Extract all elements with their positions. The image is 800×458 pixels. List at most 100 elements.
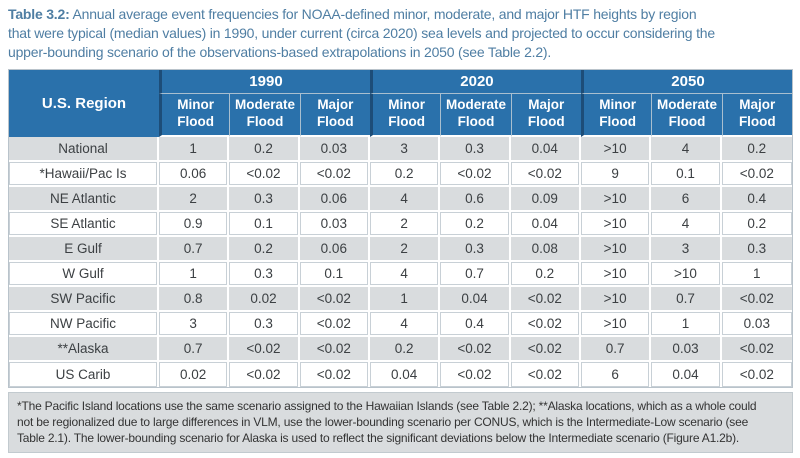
value-cell: 2 [369, 236, 441, 262]
value-cell: <0.02 [440, 336, 511, 362]
value-cell: >10 [580, 136, 652, 162]
col-header-1990-moderate: Moderate Flood [229, 93, 300, 137]
value-cell: >10 [580, 286, 652, 312]
value-cell: 0.09 [510, 186, 581, 212]
value-cell: 0.7 [159, 236, 230, 262]
region-cell: E Gulf [9, 236, 159, 262]
value-cell: <0.02 [510, 161, 581, 187]
value-cell: 1 [159, 136, 230, 162]
region-cell: *Hawaii/Pac Is [9, 161, 159, 187]
value-cell: 0.03 [299, 136, 370, 162]
value-cell: 0.04 [369, 361, 441, 387]
value-cell: 0.7 [580, 336, 652, 362]
value-cell: 0.7 [159, 336, 230, 362]
value-cell: >10 [580, 186, 652, 212]
value-cell: 0.2 [510, 261, 581, 287]
table-header: U.S. Region 1990 2020 2050 Minor Flood M… [9, 69, 792, 137]
value-cell: 1 [651, 311, 722, 337]
region-cell: SW Pacific [9, 286, 159, 312]
value-cell: <0.02 [721, 336, 792, 362]
value-cell: 0.03 [299, 211, 370, 237]
value-cell: 0.2 [721, 136, 792, 162]
value-cell: <0.02 [440, 361, 511, 387]
value-cell: 0.04 [440, 286, 511, 312]
value-cell: 2 [369, 211, 441, 237]
value-cell: 4 [369, 186, 441, 212]
value-cell: 0.06 [299, 236, 370, 262]
value-cell: 9 [580, 161, 652, 187]
value-cell: 3 [651, 236, 722, 262]
value-cell: 0.6 [440, 186, 511, 212]
value-cell: 4 [369, 311, 441, 337]
value-cell: <0.02 [299, 311, 370, 337]
value-cell: 0.1 [229, 211, 300, 237]
value-cell: 0.3 [229, 186, 300, 212]
value-cell: 0.8 [159, 286, 230, 312]
region-cell: NW Pacific [9, 311, 159, 337]
value-cell: 0.9 [159, 211, 230, 237]
value-cell: <0.02 [721, 361, 792, 387]
value-cell: 0.04 [510, 211, 581, 237]
value-cell: <0.02 [440, 161, 511, 187]
table-row: W Gulf 1 0.3 0.1 4 0.7 0.2 >10 >10 1 [9, 261, 792, 287]
table-row: *Hawaii/Pac Is 0.06 <0.02 <0.02 0.2 <0.0… [9, 161, 792, 187]
year-group-2020: 2020 [369, 69, 581, 94]
value-cell: 0.4 [721, 186, 792, 212]
value-cell: 0.1 [651, 161, 722, 187]
region-cell: National [9, 136, 159, 162]
table-row: NE Atlantic 2 0.3 0.06 4 0.6 0.09 >10 6 … [9, 186, 792, 212]
year-header-row: U.S. Region 1990 2020 2050 [9, 69, 792, 137]
value-cell: 2 [159, 186, 230, 212]
table-caption-label: Table 3.2: [8, 6, 70, 22]
value-cell: <0.02 [229, 161, 300, 187]
value-cell: 6 [651, 186, 722, 212]
value-cell: 0.3 [229, 311, 300, 337]
value-cell: 0.03 [721, 311, 792, 337]
table-row: National 1 0.2 0.03 3 0.3 0.04 >10 4 0.2 [9, 136, 792, 162]
value-cell: 0.08 [510, 236, 581, 262]
value-cell: <0.02 [299, 336, 370, 362]
value-cell: 0.7 [651, 286, 722, 312]
value-cell: 0.2 [440, 211, 511, 237]
value-cell: <0.02 [510, 311, 581, 337]
table-caption: Table 3.2: Annual average event frequenc… [8, 5, 794, 62]
col-header-2020-minor: Minor Flood [369, 93, 441, 137]
table-caption-text: Annual average event frequencies for NOA… [8, 6, 715, 60]
value-cell: 0.2 [369, 336, 441, 362]
value-cell: <0.02 [299, 286, 370, 312]
value-cell: 0.02 [229, 286, 300, 312]
col-header-2050-moderate: Moderate Flood [651, 93, 722, 137]
region-cell: W Gulf [9, 261, 159, 287]
value-cell: 0.2 [369, 161, 441, 187]
value-cell: 3 [159, 311, 230, 337]
value-cell: 0.3 [721, 236, 792, 262]
value-cell: 0.7 [440, 261, 511, 287]
value-cell: 0.04 [510, 136, 581, 162]
value-cell: >10 [580, 211, 652, 237]
value-cell: 0.3 [229, 261, 300, 287]
table-row: **Alaska 0.7 <0.02 <0.02 0.2 <0.02 <0.02… [9, 336, 792, 362]
value-cell: <0.02 [721, 286, 792, 312]
region-cell: **Alaska [9, 336, 159, 362]
table-row: SW Pacific 0.8 0.02 <0.02 1 0.04 <0.02 >… [9, 286, 792, 312]
value-cell: 4 [651, 136, 722, 162]
table-row: US Carib 0.02 <0.02 <0.02 0.04 <0.02 <0.… [9, 361, 792, 387]
col-header-2050-minor: Minor Flood [580, 93, 652, 137]
value-cell: 6 [580, 361, 652, 387]
table-footnote: *The Pacific Island locations use the sa… [8, 391, 793, 453]
value-cell: 0.06 [299, 186, 370, 212]
value-cell: 0.04 [651, 361, 722, 387]
value-cell: 0.2 [721, 211, 792, 237]
region-column-header: U.S. Region [9, 69, 159, 137]
value-cell: 0.1 [299, 261, 370, 287]
value-cell: >10 [580, 311, 652, 337]
region-cell: US Carib [9, 361, 159, 387]
value-cell: 4 [369, 261, 441, 287]
col-header-1990-minor: Minor Flood [159, 93, 230, 137]
value-cell: 3 [369, 136, 441, 162]
value-cell: <0.02 [299, 361, 370, 387]
value-cell: <0.02 [510, 336, 581, 362]
value-cell: <0.02 [229, 336, 300, 362]
htf-frequency-table: U.S. Region 1990 2020 2050 Minor Flood M… [8, 68, 793, 388]
